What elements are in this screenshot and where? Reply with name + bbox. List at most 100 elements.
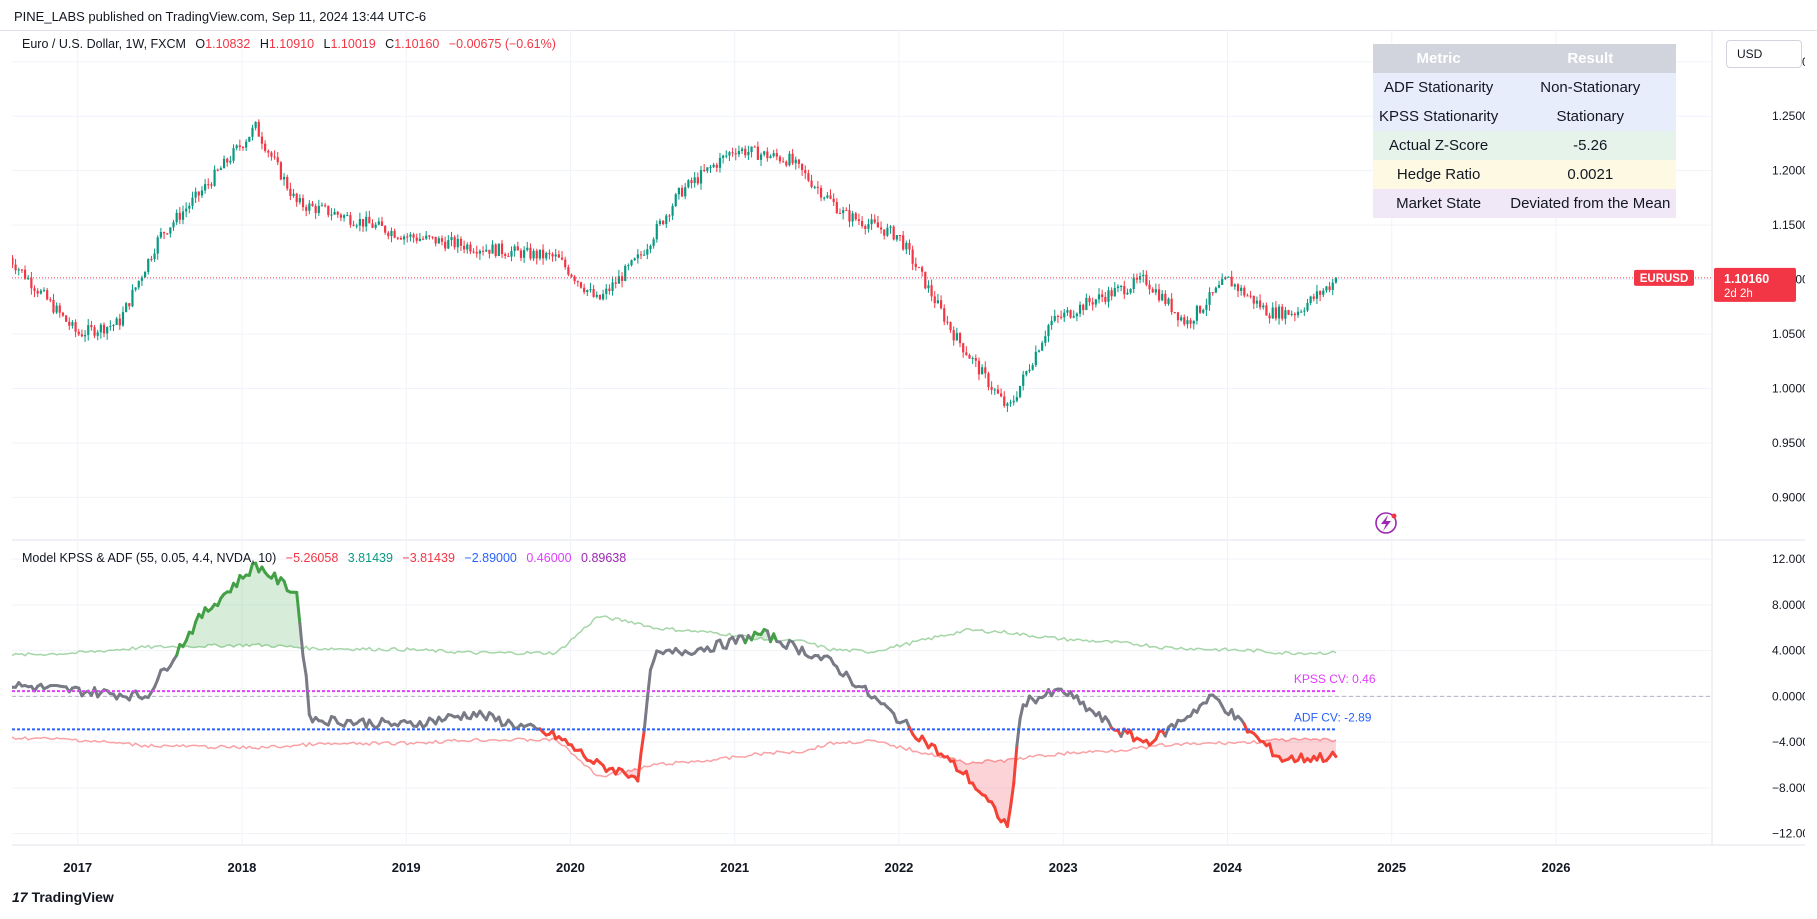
candle-body	[832, 198, 835, 203]
candle-body	[939, 300, 943, 309]
candle-body	[962, 343, 965, 353]
time-axis-label: 2017	[63, 860, 92, 875]
stats-header-metric: Metric	[1373, 44, 1505, 73]
lower-band-line	[9, 735, 1337, 778]
time-axis-label: 2025	[1377, 860, 1406, 875]
price-candle	[753, 145, 756, 148]
candle-body	[1255, 300, 1259, 304]
candle-body	[324, 205, 327, 207]
price-candle	[1097, 288, 1101, 304]
price-candle	[109, 320, 112, 331]
candle-body	[576, 281, 579, 283]
price-candle	[1322, 288, 1325, 298]
tradingview-logo[interactable]: 17 TradingView	[12, 889, 114, 905]
zscore-segment	[156, 668, 163, 681]
indicator-legend: Model KPSS & ADF (55, 0.05, 4.4, NVDA, 1…	[22, 551, 632, 565]
price-candle	[1198, 305, 1202, 315]
price-candle	[478, 249, 482, 260]
candle-body	[500, 243, 504, 255]
candle-body	[368, 216, 371, 224]
candle-body	[763, 151, 766, 155]
price-candle	[1145, 270, 1148, 287]
stats-metric: Market State	[1373, 189, 1505, 218]
candle-body	[466, 244, 469, 250]
currency-button[interactable]: USD	[1726, 40, 1802, 68]
price-candle	[229, 155, 232, 165]
candle-body	[791, 153, 794, 164]
price-candle	[289, 182, 292, 201]
candle-body	[1189, 320, 1192, 324]
candle-body	[1063, 312, 1066, 318]
candle-body	[548, 252, 551, 255]
zscore-segment	[645, 668, 652, 701]
candle-body	[194, 191, 197, 198]
price-candle	[1173, 311, 1176, 314]
candle-body	[677, 187, 681, 195]
candle-body	[731, 152, 734, 154]
price-candle	[112, 324, 115, 332]
price-candle	[1028, 364, 1031, 373]
price-candle	[715, 162, 718, 173]
zscore-segment	[247, 562, 254, 577]
candle-body	[1293, 313, 1296, 316]
price-candle	[320, 202, 324, 207]
candle-body	[406, 236, 409, 238]
candle-body	[330, 214, 333, 216]
price-candle	[898, 234, 902, 242]
price-candle	[1303, 307, 1306, 316]
price-candle	[1189, 317, 1192, 329]
zscore-segment	[304, 674, 311, 717]
price-candle	[870, 213, 873, 230]
candle-body	[74, 322, 77, 332]
zscore-segment	[1015, 717, 1022, 748]
chart-area[interactable]: 2017 2018 2019 2020 2021 2022 2023 2024 2025 2026…	[7, 30, 1817, 876]
price-candle	[494, 243, 497, 258]
candle-body	[816, 186, 819, 188]
stats-metric: Actual Z-Score	[1373, 131, 1505, 160]
price-candle	[883, 229, 886, 240]
candle-body	[810, 180, 813, 187]
price-candle	[1331, 278, 1334, 296]
candle-body	[958, 333, 962, 344]
price-candle	[106, 326, 109, 340]
candle-body	[1082, 304, 1085, 311]
price-candle	[257, 119, 260, 137]
candle-body	[210, 184, 213, 186]
price-candle	[131, 284, 134, 308]
candle-body	[125, 303, 128, 313]
price-candle	[1053, 309, 1056, 323]
candle-body	[17, 269, 20, 271]
candle-body	[1164, 293, 1167, 304]
candle-body	[175, 212, 178, 223]
candle-body	[216, 169, 219, 171]
price-candle	[968, 353, 971, 359]
indicator-axis-label: 4.00000	[1772, 644, 1805, 658]
candle-body	[921, 267, 924, 272]
price-candle	[936, 293, 940, 304]
candle-body	[570, 274, 573, 277]
candle-body	[1097, 294, 1101, 300]
price-candle	[194, 187, 197, 204]
candle-body	[529, 247, 532, 259]
candle-body	[1129, 289, 1132, 293]
price-candle	[769, 154, 772, 159]
candle-body	[399, 237, 403, 240]
price-candle	[605, 283, 608, 300]
price-candle	[1233, 283, 1236, 290]
price-candle	[339, 213, 343, 222]
price-candle	[248, 136, 251, 143]
price-candle	[1091, 297, 1094, 311]
price-candle	[1025, 370, 1028, 377]
candle-body	[1145, 274, 1148, 285]
candle-body	[665, 215, 668, 225]
price-candle	[984, 361, 987, 379]
candle-body	[453, 237, 456, 248]
price-candle	[516, 241, 519, 251]
price-candle	[1082, 303, 1085, 316]
price-candle	[128, 303, 131, 310]
price-candle	[222, 155, 226, 169]
stats-header-row: Metric Result	[1373, 44, 1677, 73]
price-candle	[1325, 285, 1328, 293]
candle-body	[1167, 298, 1170, 304]
